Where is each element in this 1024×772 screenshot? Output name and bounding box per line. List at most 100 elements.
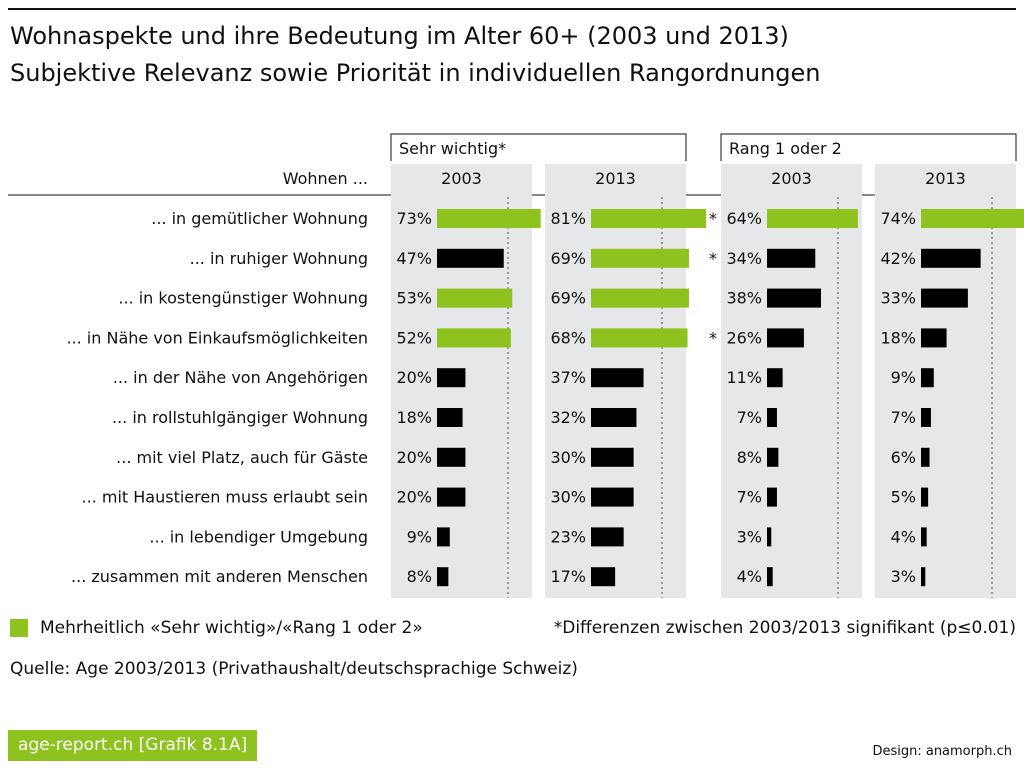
category-label: ... in lebendiger Umgebung <box>149 527 368 546</box>
value-label: 7% <box>737 488 762 507</box>
bar <box>921 248 981 268</box>
bar <box>591 248 689 268</box>
bar <box>767 408 777 427</box>
bar <box>921 288 968 308</box>
category-label: ... in der Nähe von Angehörigen <box>113 368 368 387</box>
value-label: 32% <box>550 408 586 427</box>
chart-subtitle: Subjektive Relevanz sowie Priorität in i… <box>10 59 821 87</box>
value-label: 64% <box>726 209 762 228</box>
category-label: ... in rollstuhlgängiger Wohnung <box>112 408 368 427</box>
legend-label: Mehrheitlich «Sehr wichtig»/«Rang 1 oder… <box>40 618 423 638</box>
bar <box>437 408 463 427</box>
bar <box>767 527 772 547</box>
value-label: 53% <box>396 289 432 308</box>
series-year-label: 2013 <box>925 169 966 188</box>
bar <box>921 567 926 587</box>
bar <box>921 408 931 427</box>
category-label: ... in gemütlicher Wohnung <box>151 209 368 228</box>
bar <box>921 368 934 388</box>
value-label: 8% <box>407 567 432 586</box>
category-label: ... mit Haustieren muss erlaubt sein <box>82 488 368 507</box>
value-label: 69% <box>550 249 586 268</box>
value-label: 30% <box>550 488 586 507</box>
value-label: 18% <box>880 328 916 347</box>
value-label: 18% <box>396 408 432 427</box>
series-panel <box>875 164 1016 598</box>
bar <box>767 447 779 467</box>
value-label: 69% <box>550 289 586 308</box>
value-label: 20% <box>396 448 432 467</box>
value-label: 20% <box>396 368 432 387</box>
bar <box>591 209 707 228</box>
group-header-bracket <box>390 133 687 161</box>
bar <box>591 567 616 587</box>
series-year-label: 2003 <box>771 169 812 188</box>
category-label: ... in kostengünstiger Wohnung <box>118 289 368 308</box>
bar <box>437 368 466 388</box>
bar <box>591 527 624 547</box>
category-label: ... zusammen mit anderen Menschen <box>71 567 368 586</box>
bar <box>437 248 504 268</box>
design-credit: Design: anamorph.ch <box>872 744 1012 759</box>
category-label: ... mit viel Platz, auch für Gäste <box>116 448 368 467</box>
value-label: 30% <box>550 448 586 467</box>
value-label: 7% <box>891 408 916 427</box>
top-rule <box>8 8 1016 10</box>
value-label: 68% <box>550 328 586 347</box>
value-label: 3% <box>737 527 762 546</box>
value-label: 33% <box>880 289 916 308</box>
value-label: 7% <box>737 408 762 427</box>
chart-title: Wohnaspekte und ihre Bedeutung im Alter … <box>10 22 789 50</box>
bar <box>591 447 634 467</box>
significance-note: *Differenzen zwischen 2003/2013 signifik… <box>553 618 1016 638</box>
value-label: 4% <box>737 567 762 586</box>
series-panel <box>721 164 862 598</box>
bar <box>437 209 541 228</box>
significance-marker: * <box>709 249 717 268</box>
value-label: 38% <box>726 289 762 308</box>
value-label: 34% <box>726 249 762 268</box>
bar <box>767 328 804 348</box>
bar <box>921 328 947 348</box>
bar <box>437 288 513 308</box>
value-label: 6% <box>891 448 916 467</box>
category-label: ... in ruhiger Wohnung <box>190 249 368 268</box>
bar <box>591 408 637 427</box>
value-label: 20% <box>396 488 432 507</box>
bar <box>921 447 930 467</box>
value-label: 23% <box>550 527 586 546</box>
value-label: 26% <box>726 328 762 347</box>
significance-marker: * <box>709 209 717 228</box>
bar <box>921 487 929 507</box>
value-label: 8% <box>737 448 762 467</box>
bar <box>767 368 783 388</box>
bar <box>437 567 449 587</box>
value-label: 73% <box>396 209 432 228</box>
value-label: 37% <box>550 368 586 387</box>
value-label: 5% <box>891 488 916 507</box>
group-header: Sehr wichtig* <box>399 139 506 158</box>
group-header-bracket <box>720 133 1017 161</box>
legend-swatch <box>10 619 28 637</box>
bar <box>437 328 511 348</box>
value-label: 47% <box>396 249 432 268</box>
bar <box>591 288 689 308</box>
value-label: 9% <box>407 527 432 546</box>
significance-marker: * <box>709 328 717 347</box>
bar-chart: Wohnen ... ... in gemütlicher Wohnung ... … <box>8 133 1024 598</box>
value-label: 74% <box>880 209 916 228</box>
value-label: 4% <box>891 527 916 546</box>
age-report-badge[interactable]: age-report.ch [Grafik 8.1A] <box>8 730 258 761</box>
bar <box>767 248 816 268</box>
bar <box>767 567 773 587</box>
bar <box>591 328 688 348</box>
value-label: 11% <box>726 368 762 387</box>
group-header: Rang 1 oder 2 <box>729 139 842 158</box>
series-year-label: 2013 <box>595 169 636 188</box>
bar <box>591 487 634 507</box>
series-year-label: 2003 <box>441 169 482 188</box>
bar <box>767 209 858 228</box>
bar <box>767 487 777 507</box>
value-label: 3% <box>891 567 916 586</box>
value-label: 52% <box>396 328 432 347</box>
